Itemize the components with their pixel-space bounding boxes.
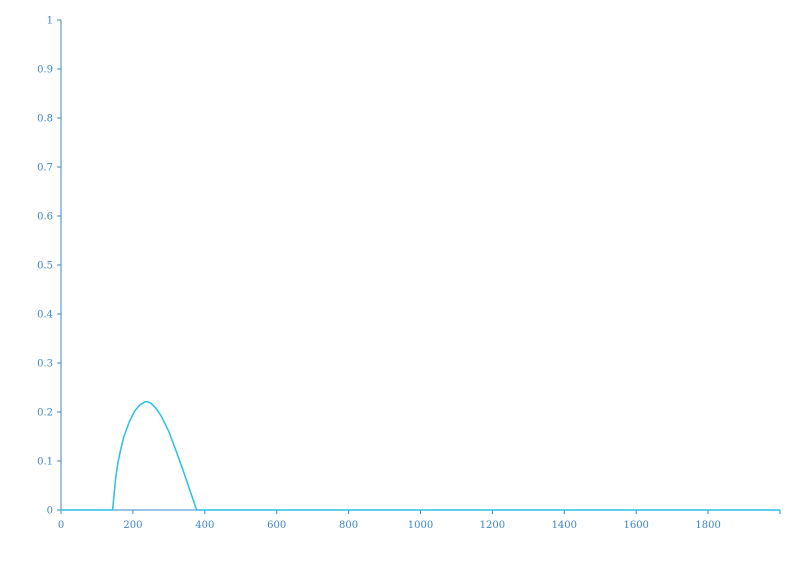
series-group xyxy=(61,400,780,511)
series-line xyxy=(61,400,780,511)
x-tick-label: 200 xyxy=(123,520,142,531)
y-tick-label: 0.3 xyxy=(37,359,53,370)
y-tick-label: 0.6 xyxy=(37,212,53,223)
y-tick-label: 0.2 xyxy=(37,408,53,419)
x-tick-label: 0 xyxy=(58,520,64,531)
x-tick-label: 800 xyxy=(339,520,358,531)
x-tick-label: 1200 xyxy=(480,520,505,531)
x-tick-label: 1000 xyxy=(408,520,433,531)
y-tick-label: 0.9 xyxy=(37,65,53,76)
x-tick-label: 1600 xyxy=(623,520,648,531)
x-tick-label: 1400 xyxy=(552,520,577,531)
y-tick-label: 0.7 xyxy=(37,163,53,174)
x-tick-label: 400 xyxy=(195,520,214,531)
x-axis: 0 200 400 600 800 1000 1200 1400 1600 1800 xyxy=(58,509,781,531)
y-tick-label: 1 xyxy=(47,16,53,27)
y-tick-label: 0.1 xyxy=(37,457,53,468)
y-tick-label: 0 xyxy=(47,506,53,517)
y-tick-label: 0.8 xyxy=(37,114,53,125)
y-tick-label: 0.4 xyxy=(37,310,53,321)
y-tick-label: 0.5 xyxy=(37,261,53,272)
x-tick-label: 600 xyxy=(267,520,286,531)
x-tick-label: 1800 xyxy=(695,520,720,531)
y-axis: 0 0.1 0.2 0.3 0.4 0.5 0.6 0.7 0.8 0.9 1 xyxy=(37,16,62,517)
